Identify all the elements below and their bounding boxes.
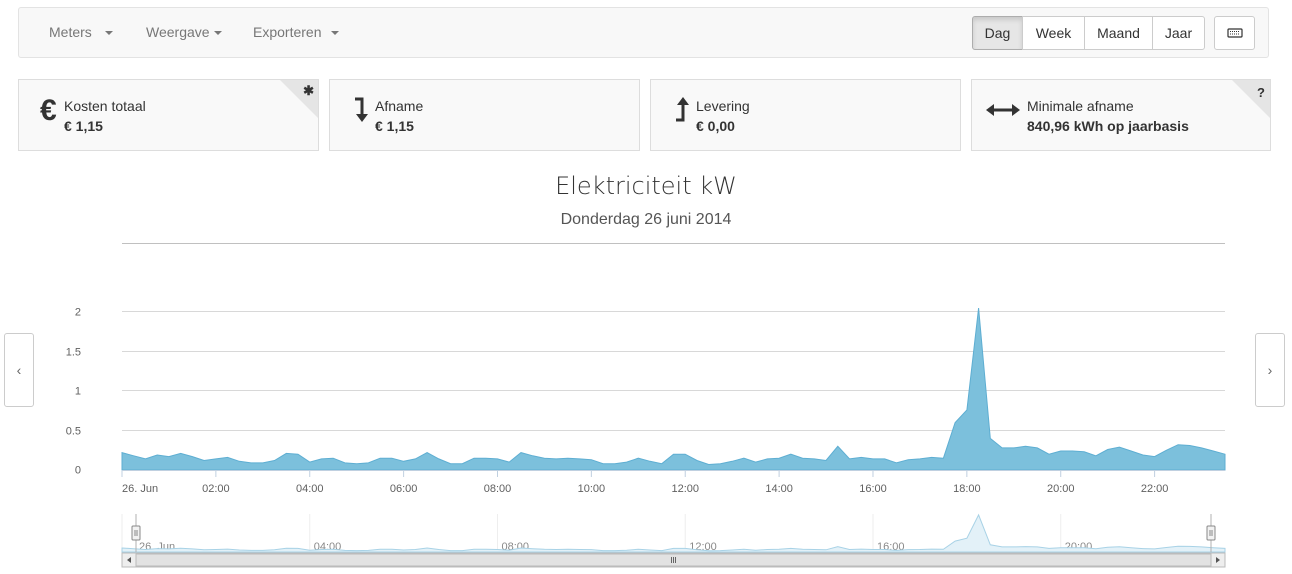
- exporteren-menu[interactable]: Exporteren: [253, 8, 340, 57]
- arrow-up-icon: [673, 95, 693, 128]
- navigator-series: [121, 513, 1226, 553]
- chevron-down-icon: [104, 31, 113, 36]
- y-tick-label: 1.5: [66, 347, 81, 359]
- keyboard-button[interactable]: [1214, 16, 1255, 50]
- help-corner[interactable]: [1232, 80, 1270, 118]
- y-tick-label: 1: [75, 386, 81, 398]
- panel-title: Minimale afname: [1027, 98, 1134, 114]
- y-tick-label: 0: [75, 465, 81, 477]
- chevron-down-icon: [214, 31, 223, 36]
- x-tick-label: 08:00: [484, 483, 512, 495]
- period-button-week[interactable]: Week: [1022, 16, 1085, 50]
- x-tick-label: 20:00: [1047, 483, 1075, 495]
- levering-panel: Levering € 0,00: [650, 79, 961, 151]
- chart-subtitle: Donderdag 26 juni 2014: [560, 211, 732, 228]
- panel-value: € 0,00: [696, 118, 735, 134]
- x-tick-label: 04:00: [296, 483, 324, 495]
- x-tick-label: 16:00: [859, 483, 887, 495]
- meters-menu-label: Meters: [49, 24, 92, 40]
- x-tick-label: 14:00: [765, 483, 793, 495]
- keyboard-icon: [1227, 28, 1243, 38]
- chart-series: [121, 308, 1226, 471]
- x-tick-label: 22:00: [1141, 483, 1169, 495]
- x-tick-label: 18:00: [953, 483, 981, 495]
- y-axis-labels: 0 0.5 1 1.5 2: [66, 307, 81, 477]
- afname-panel: Afname € 1,15: [329, 79, 640, 151]
- x-axis-labels: 26. Jun 02:00 04:00 06:00 08:00 10:00 12:00 14:…: [121, 470, 1225, 495]
- euro-icon: €: [39, 94, 61, 129]
- gear-icon[interactable]: ✱: [303, 83, 314, 98]
- panel-value: € 1,15: [64, 118, 103, 134]
- meters-menu[interactable]: Meters: [49, 8, 113, 57]
- scroll-right-arrow-icon: [1216, 557, 1220, 563]
- navigator-handle-right: [1206, 525, 1216, 541]
- period-button-group: Dag Week Maand Jaar: [972, 16, 1205, 50]
- x-tick-label: 12:00: [671, 483, 699, 495]
- y-tick-label: 0.5: [66, 426, 81, 438]
- svg-text:€: €: [40, 94, 57, 124]
- panel-title: Kosten totaal: [64, 98, 146, 114]
- kosten-totaal-panel: € Kosten totaal € 1,15 ✱: [18, 79, 319, 151]
- y-tick-label: 2: [75, 307, 81, 319]
- panel-title: Levering: [696, 98, 750, 114]
- top-navbar: Meters Weergave Exporteren Dag Week Maan…: [18, 7, 1269, 58]
- minimale-afname-panel: Minimale afname 840,96 kWh op jaarbasis …: [971, 79, 1271, 151]
- electricity-area-series: [121, 308, 1226, 471]
- chart-navigator[interactable]: 26. Jun 04:00 08:00 12:00 16:00 20:00: [121, 513, 1226, 568]
- period-button-dag[interactable]: Dag: [972, 16, 1023, 50]
- previous-day-button[interactable]: ‹: [4, 333, 34, 407]
- chart-gridlines: [122, 243, 1225, 431]
- panel-value: € 1,15: [375, 118, 414, 134]
- next-day-button[interactable]: ›: [1255, 333, 1285, 407]
- chart-title: Elektriciteit kW: [555, 172, 737, 200]
- navigator-background: [122, 514, 1225, 552]
- navigator-handle-left: [131, 525, 141, 541]
- settings-corner[interactable]: [280, 80, 318, 118]
- period-button-maand[interactable]: Maand: [1084, 16, 1153, 50]
- panel-title: Afname: [375, 98, 424, 114]
- chevron-left-icon: ‹: [16, 362, 22, 378]
- chevron-right-icon: ›: [1267, 362, 1273, 378]
- x-tick-label: 10:00: [578, 483, 606, 495]
- x-tick-label: 06:00: [390, 483, 418, 495]
- period-button-jaar[interactable]: Jaar: [1152, 16, 1205, 50]
- chevron-down-icon: [331, 31, 340, 36]
- x-tick-label: 26. Jun: [122, 483, 158, 495]
- arrows-horizontal-icon: [986, 102, 1020, 123]
- help-icon[interactable]: ?: [1257, 85, 1265, 100]
- panel-value: 840,96 kWh op jaarbasis: [1027, 118, 1189, 134]
- weergave-menu[interactable]: Weergave: [146, 8, 223, 57]
- x-tick-label: 02:00: [202, 483, 230, 495]
- weergave-menu-label: Weergave: [146, 24, 210, 40]
- scroll-left-arrow-icon: [127, 557, 131, 563]
- arrow-down-icon: [352, 96, 372, 129]
- electricity-chart: 0 0.5 1 1.5 2 26. Jun 02:00 04:00 06:00 08:00 10:…: [66, 243, 1226, 568]
- exporteren-menu-label: Exporteren: [253, 24, 322, 40]
